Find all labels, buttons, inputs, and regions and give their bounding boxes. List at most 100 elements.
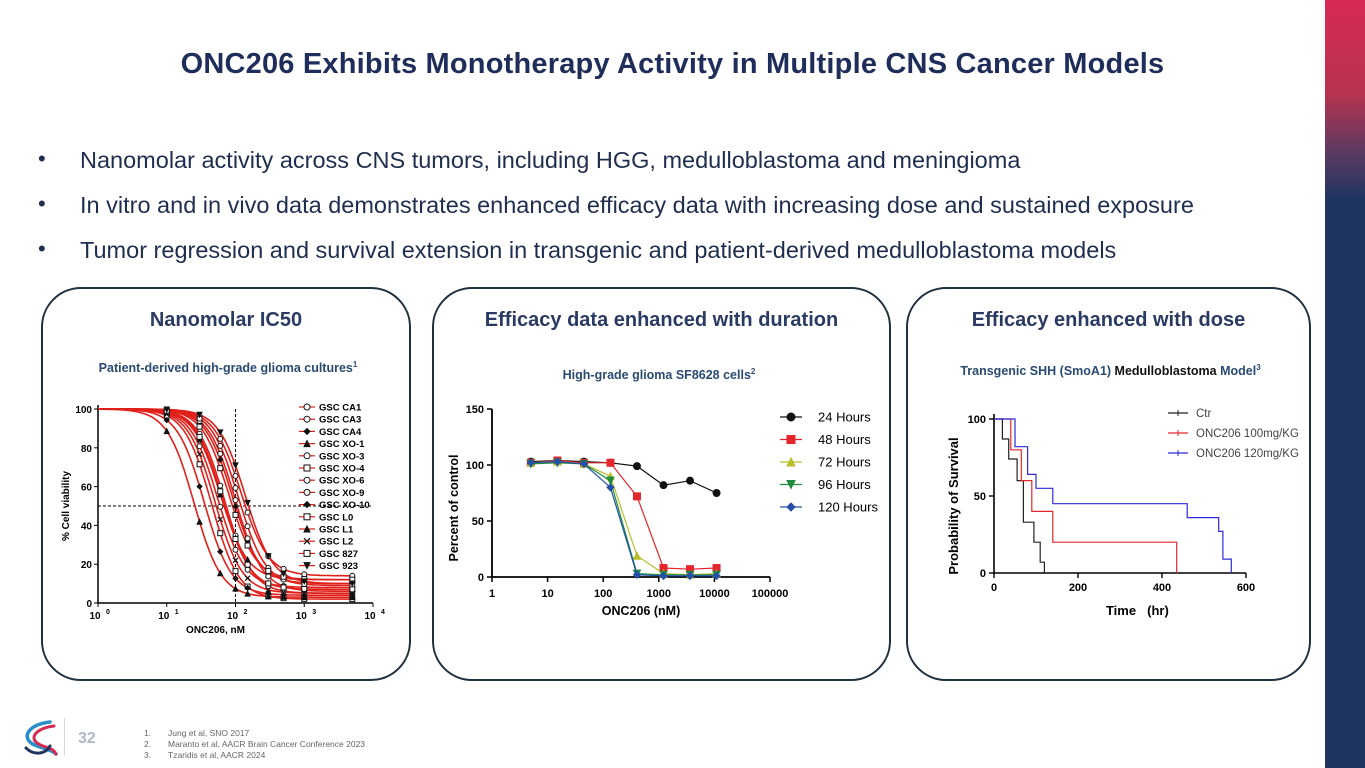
legend-label: GSC XO-10 <box>319 500 370 511</box>
bullet-item: • In vitro and in vivo data demonstrates … <box>38 190 1318 235</box>
data-point <box>196 461 203 468</box>
data-point <box>244 561 251 568</box>
panel-duration: Efficacy data enhanced with duration Hig… <box>432 287 891 681</box>
x-tick-label: 400 <box>1153 582 1171 594</box>
data-point <box>712 571 721 581</box>
fit-curve <box>98 408 353 598</box>
legend-label: 96 Hours <box>818 477 871 492</box>
data-point <box>632 570 642 579</box>
company-logo <box>24 720 58 756</box>
data-point <box>196 411 203 419</box>
data-point <box>606 476 615 486</box>
data-point <box>579 459 589 469</box>
panel-title: Nanomolar IC50 <box>149 309 303 331</box>
data-point <box>217 503 224 510</box>
data-point <box>265 580 272 587</box>
legend-label: 72 Hours <box>818 455 871 470</box>
data-point <box>232 503 239 510</box>
y-tick-label: 40 <box>81 521 93 532</box>
data-point <box>526 458 536 467</box>
y-tick-label: 100 <box>466 460 484 472</box>
y-tick-label: 20 <box>81 560 93 571</box>
series-line <box>530 460 717 577</box>
bullet-text: Tumor regression and survival extension … <box>80 237 1117 263</box>
fit-curve <box>98 408 353 581</box>
y-axis-label: Percent of control <box>447 455 461 562</box>
bullet-text: Nanomolar activity across CNS tumors, in… <box>80 147 1021 173</box>
y-tick-label: 0 <box>980 568 986 580</box>
x-tick-exponent: 0 <box>106 609 110 616</box>
legend-label: 24 Hours <box>818 410 871 425</box>
fit-curve <box>98 408 353 596</box>
data-point <box>232 472 239 479</box>
data-point <box>232 585 239 592</box>
data-point <box>280 593 287 600</box>
data-point <box>303 562 311 570</box>
data-point <box>232 511 239 518</box>
survival-curve <box>994 418 1178 573</box>
bullet-dot: • <box>38 191 46 216</box>
data-point <box>303 439 311 448</box>
data-point <box>217 450 224 457</box>
data-point <box>216 569 224 577</box>
series-line <box>530 462 717 576</box>
data-point <box>264 553 272 560</box>
legend-label: GSC CA3 <box>319 415 361 426</box>
y-tick-label: 100 <box>75 405 92 416</box>
x-tick-label: 200 <box>1069 582 1087 594</box>
x-axis-label: ONC206, nM <box>186 625 245 636</box>
data-point <box>217 548 224 555</box>
data-point <box>196 451 203 458</box>
legend-label: Ctr <box>1196 408 1212 420</box>
data-point <box>303 488 311 496</box>
data-point <box>265 586 272 593</box>
bullet-dot: • <box>38 146 46 171</box>
data-point <box>786 502 796 512</box>
legend-label: GSC L2 <box>319 537 353 548</box>
y-axis-label: % Cell viability <box>61 471 72 541</box>
series-line <box>530 459 717 570</box>
legend-label: GSC CA4 <box>319 427 362 438</box>
data-point <box>244 535 251 542</box>
data-point <box>265 573 272 580</box>
data-point <box>232 557 239 564</box>
data-point <box>196 483 203 490</box>
data-point <box>280 589 287 596</box>
data-point <box>786 412 796 422</box>
data-point <box>348 580 356 588</box>
legend-label: GSC XO-3 <box>319 451 364 462</box>
legend-label: GSC 827 <box>319 549 358 560</box>
x-tick-label: 1 <box>489 588 495 600</box>
x-tick-label: 10 <box>364 611 376 622</box>
reference-item: 3. Tzaridis et al, AACR 2024 <box>144 750 365 761</box>
x-tick-exponent: 3 <box>312 609 316 616</box>
chart-subtitle-text: Transgenic SHH (SmoA1) <box>960 364 1115 379</box>
references-list: 1. Jung et al, SNO 2017 2. Maranto et al, … <box>144 728 365 761</box>
data-point <box>303 537 311 545</box>
bullet-item: • Tumor regression and survival extension… <box>38 235 1318 280</box>
x-tick-label: 100000 <box>752 588 789 600</box>
data-point <box>232 536 239 543</box>
data-point <box>280 570 287 578</box>
bullet-text: In vitro and in vivo data demonstrates e… <box>80 192 1194 218</box>
reference-text: Jung et al, SNO 2017 <box>168 728 250 738</box>
data-point <box>196 423 203 430</box>
data-point <box>659 571 668 581</box>
data-point <box>217 435 224 442</box>
x-axis-label: Time <box>1106 603 1136 618</box>
data-point <box>217 482 224 489</box>
data-point <box>217 465 224 472</box>
data-point <box>232 497 239 504</box>
chart-subtitle: High-grade glioma SF8628 cells2 <box>534 367 784 382</box>
data-point <box>163 406 171 414</box>
data-point <box>349 590 356 597</box>
data-point <box>553 457 562 466</box>
data-point <box>786 435 796 444</box>
chart-subtitle-text: Medulloblastoma <box>1114 364 1217 379</box>
legend-label: GSC XO-1 <box>319 439 365 450</box>
data-point <box>232 575 239 582</box>
legend-label: GSC XO-9 <box>319 488 364 499</box>
data-point <box>217 530 224 537</box>
legend-label: GSC XO-6 <box>319 476 364 487</box>
